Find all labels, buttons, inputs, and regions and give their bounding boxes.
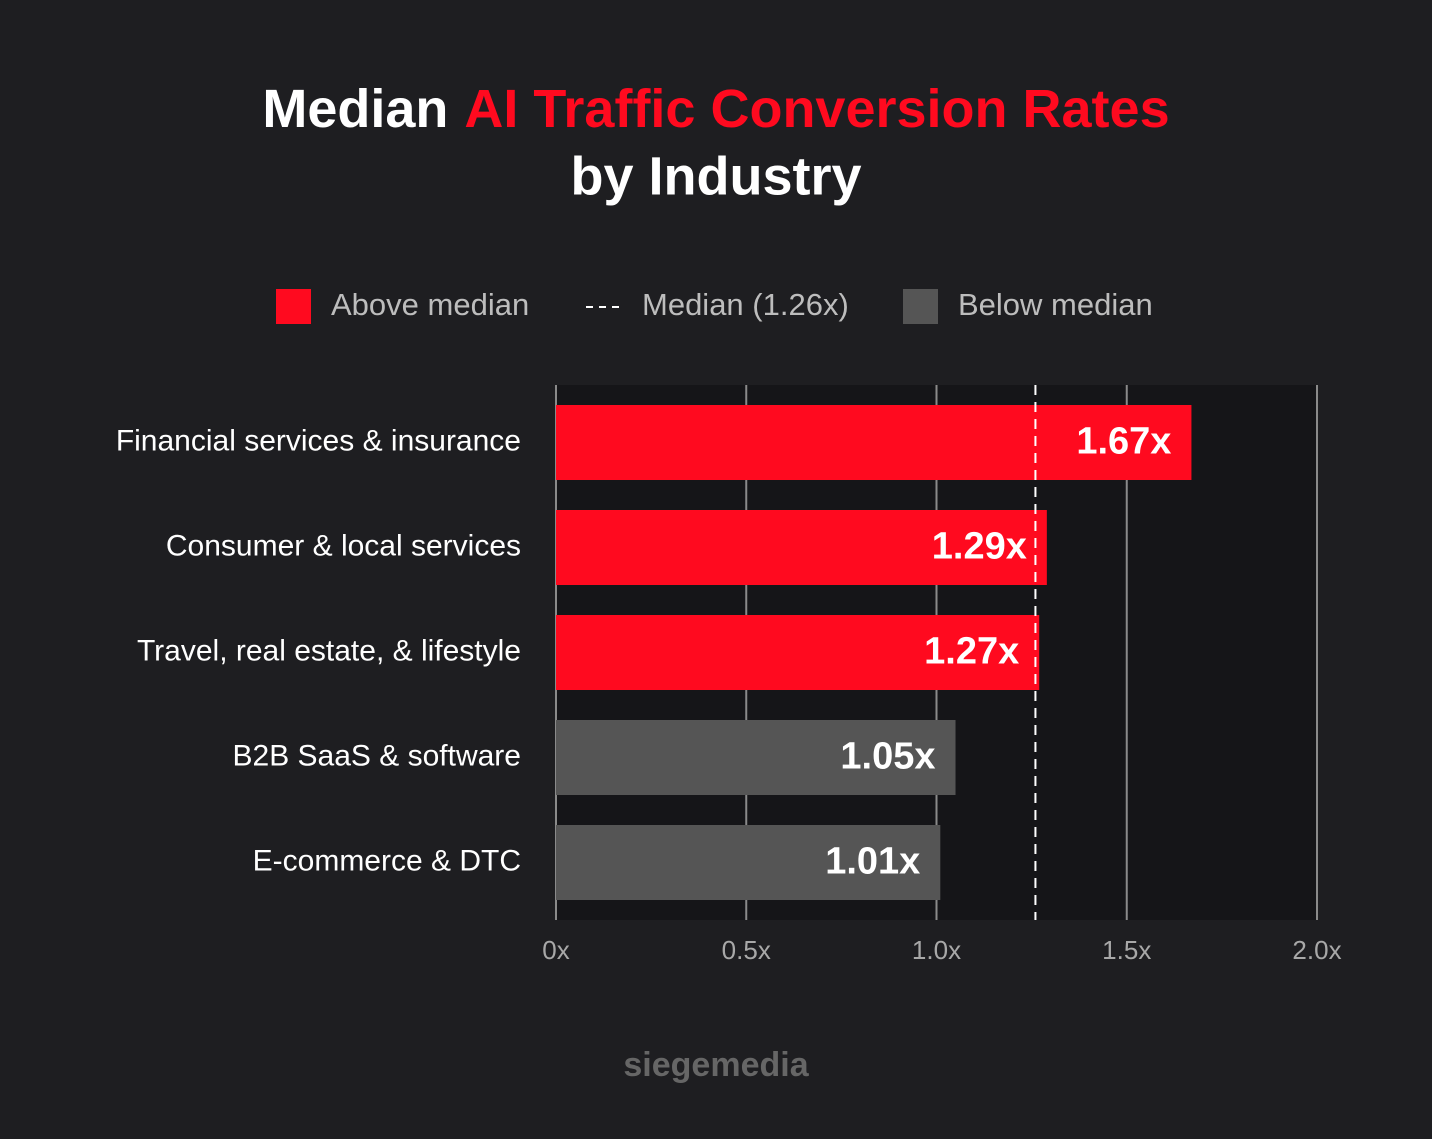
value-label: 1.67x bbox=[1076, 421, 1171, 463]
bar bbox=[556, 405, 1192, 480]
y-tick-label: E-commerce & DTC bbox=[253, 844, 521, 877]
legend-swatch bbox=[276, 289, 311, 324]
x-tick-label: 0.5x bbox=[722, 935, 771, 965]
y-tick-label: B2B SaaS & software bbox=[233, 739, 522, 772]
legend-label: Above median bbox=[331, 287, 529, 322]
value-label: 1.01x bbox=[825, 841, 920, 883]
x-tick-label: 1.5x bbox=[1102, 935, 1151, 965]
legend-label: Median (1.26x) bbox=[642, 287, 849, 322]
title-part: Median bbox=[262, 79, 448, 139]
bar bbox=[556, 615, 1040, 690]
value-label: 1.05x bbox=[840, 736, 935, 778]
x-tick-label: 1.0x bbox=[912, 935, 961, 965]
y-tick-label: Consumer & local services bbox=[166, 529, 521, 562]
title-highlight: AI Traffic Conversion Rates bbox=[464, 79, 1169, 139]
x-tick-label: 0x bbox=[542, 935, 569, 965]
x-tick-label: 2.0x bbox=[1292, 935, 1341, 965]
chart-title: Median AI Traffic Conversion Rates bbox=[262, 79, 1169, 139]
legend-swatch bbox=[903, 289, 938, 324]
bar bbox=[556, 720, 956, 795]
value-label: 1.27x bbox=[924, 631, 1019, 673]
y-tick-label: Financial services & insurance bbox=[116, 424, 521, 457]
value-label: 1.29x bbox=[932, 526, 1027, 568]
bar bbox=[556, 825, 941, 900]
bar bbox=[556, 510, 1047, 585]
footer-brand: siegemedia bbox=[623, 1046, 809, 1084]
chart-title: by Industry bbox=[570, 146, 861, 206]
legend-label: Below median bbox=[958, 287, 1153, 322]
y-tick-label: Travel, real estate, & lifestyle bbox=[137, 634, 521, 667]
